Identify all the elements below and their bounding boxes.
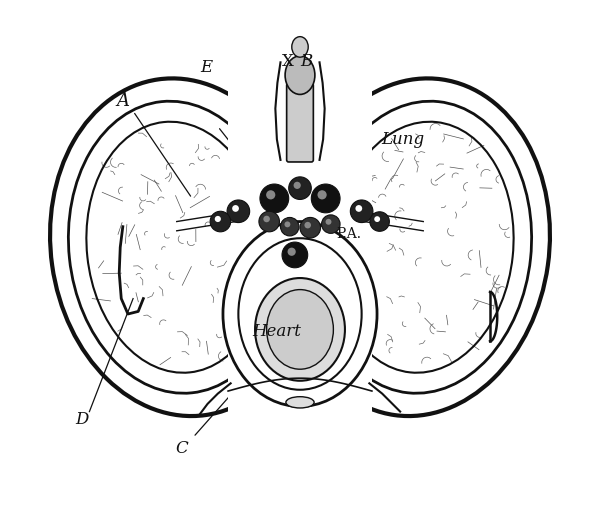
Circle shape xyxy=(374,216,380,222)
Text: P.A.: P.A. xyxy=(336,228,361,242)
Circle shape xyxy=(227,200,250,222)
Ellipse shape xyxy=(255,278,345,381)
Ellipse shape xyxy=(286,397,314,408)
Circle shape xyxy=(326,219,331,225)
Circle shape xyxy=(210,211,230,232)
Circle shape xyxy=(284,221,290,227)
Circle shape xyxy=(317,190,326,199)
Ellipse shape xyxy=(68,101,285,393)
Ellipse shape xyxy=(238,238,362,390)
Ellipse shape xyxy=(292,37,308,57)
Ellipse shape xyxy=(50,78,314,416)
Circle shape xyxy=(266,190,275,199)
Ellipse shape xyxy=(286,78,550,416)
Text: X: X xyxy=(282,53,294,70)
Circle shape xyxy=(304,222,311,229)
Ellipse shape xyxy=(315,101,532,393)
Circle shape xyxy=(282,242,308,268)
Circle shape xyxy=(280,217,299,236)
Text: D: D xyxy=(75,411,88,428)
Text: C: C xyxy=(175,440,188,457)
Circle shape xyxy=(322,215,340,233)
Circle shape xyxy=(263,216,270,222)
Circle shape xyxy=(260,184,289,213)
FancyBboxPatch shape xyxy=(287,83,313,162)
Ellipse shape xyxy=(223,221,377,406)
Circle shape xyxy=(370,212,389,231)
Text: B: B xyxy=(300,53,312,70)
Polygon shape xyxy=(228,42,372,463)
Text: E: E xyxy=(200,59,212,76)
Text: Lung: Lung xyxy=(381,131,424,148)
Circle shape xyxy=(355,205,362,212)
Text: Heart: Heart xyxy=(253,323,301,340)
Circle shape xyxy=(293,182,301,189)
Circle shape xyxy=(215,216,221,222)
Circle shape xyxy=(289,177,311,199)
Circle shape xyxy=(300,217,320,238)
Circle shape xyxy=(350,200,373,222)
Text: A: A xyxy=(116,92,130,110)
Circle shape xyxy=(311,184,340,213)
Circle shape xyxy=(232,205,239,212)
Ellipse shape xyxy=(266,289,334,369)
Circle shape xyxy=(259,211,280,232)
Ellipse shape xyxy=(285,56,315,94)
Circle shape xyxy=(287,248,296,256)
